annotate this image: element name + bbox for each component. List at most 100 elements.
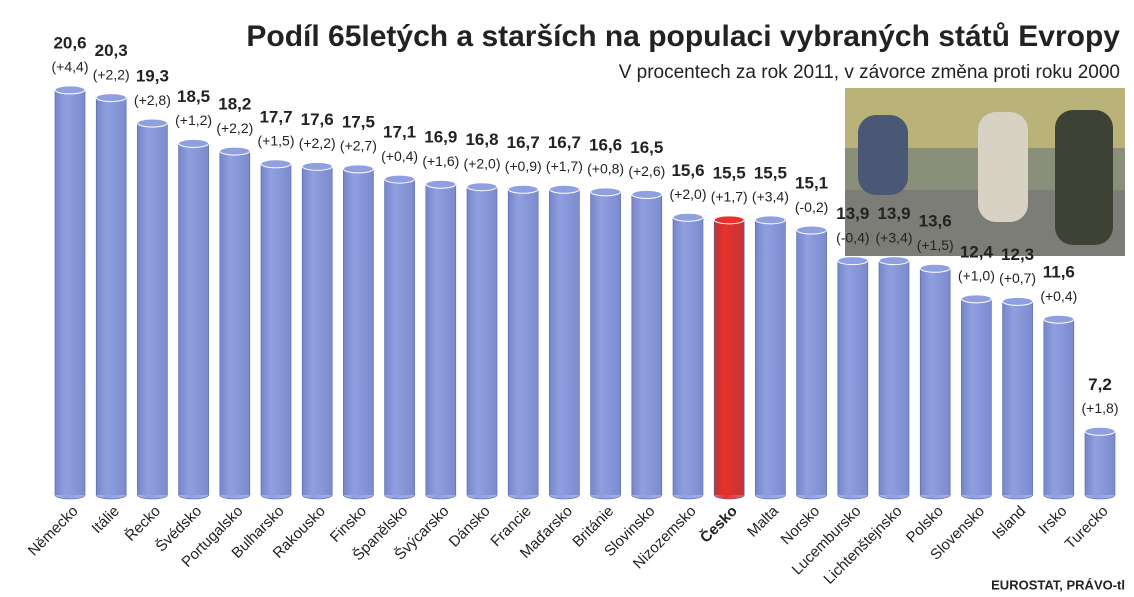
value-label: 13,6 bbox=[919, 212, 952, 231]
bar-cap bbox=[672, 212, 704, 222]
bar bbox=[260, 163, 292, 500]
bar-cap bbox=[95, 93, 127, 103]
bar bbox=[95, 97, 127, 500]
bar bbox=[219, 150, 251, 500]
value-label: 11,6 bbox=[1043, 263, 1075, 282]
value-label: 17,6 bbox=[301, 110, 334, 129]
photo-person bbox=[858, 115, 908, 195]
value-label: 17,7 bbox=[259, 107, 292, 126]
bar-cap bbox=[260, 159, 292, 169]
bar-cap bbox=[178, 138, 210, 148]
change-label: (-0,2) bbox=[795, 199, 828, 215]
change-label: (+4,4) bbox=[52, 59, 89, 75]
bar-cap bbox=[590, 187, 622, 197]
bar-cap bbox=[631, 189, 663, 199]
value-label: 17,1 bbox=[383, 123, 416, 142]
change-label: (+2,2) bbox=[216, 120, 253, 136]
bar bbox=[507, 188, 539, 500]
change-label: (+1,2) bbox=[175, 112, 212, 128]
value-label: 20,6 bbox=[53, 33, 86, 52]
change-label: (-0,4) bbox=[836, 229, 869, 245]
change-label: (+0,8) bbox=[587, 161, 624, 177]
change-label: (+2,2) bbox=[299, 135, 336, 151]
value-label: 17,5 bbox=[342, 112, 375, 131]
bar-cap bbox=[1002, 296, 1034, 306]
change-label: (+2,0) bbox=[670, 186, 707, 202]
bar-cap bbox=[219, 146, 251, 156]
change-label: (+1,8) bbox=[1082, 400, 1119, 416]
bar bbox=[301, 166, 333, 500]
bar-cap bbox=[878, 256, 910, 266]
bar bbox=[1002, 301, 1033, 500]
bar bbox=[631, 194, 663, 500]
bar-cap bbox=[466, 182, 498, 192]
value-label: 16,6 bbox=[589, 135, 622, 154]
bar bbox=[961, 298, 992, 500]
bar-cap bbox=[507, 184, 539, 194]
change-label: (+1,6) bbox=[422, 153, 459, 169]
change-label: (+2,0) bbox=[464, 155, 501, 171]
value-label: 15,5 bbox=[754, 163, 787, 182]
value-label: 15,1 bbox=[795, 174, 828, 193]
bar-cap bbox=[425, 179, 457, 189]
bar-cap bbox=[837, 256, 869, 266]
bar bbox=[878, 260, 910, 500]
value-label: 13,9 bbox=[836, 204, 869, 223]
bar bbox=[137, 122, 168, 500]
value-label: 16,8 bbox=[465, 130, 498, 149]
source: EUROSTAT, PRÁVO-tl bbox=[991, 577, 1125, 592]
change-label: (+0,7) bbox=[999, 270, 1036, 286]
bar-cap bbox=[754, 215, 786, 225]
change-label: (+1,7) bbox=[711, 189, 748, 205]
change-label: (+1,7) bbox=[546, 158, 583, 174]
bar bbox=[1084, 431, 1116, 500]
bar bbox=[1043, 318, 1075, 500]
bar bbox=[343, 168, 374, 500]
bar-cap bbox=[1084, 426, 1116, 436]
change-label: (+2,2) bbox=[93, 66, 130, 82]
bar-cap bbox=[136, 118, 168, 128]
value-label: 16,7 bbox=[507, 133, 540, 152]
value-label: 16,7 bbox=[548, 133, 581, 152]
bar bbox=[466, 186, 498, 500]
photo bbox=[845, 88, 1125, 256]
bar bbox=[919, 267, 951, 500]
value-label: 18,2 bbox=[218, 95, 251, 114]
bar-cap bbox=[301, 161, 333, 171]
change-label: (+1,0) bbox=[958, 268, 995, 284]
bar bbox=[755, 219, 786, 500]
value-label: 7,2 bbox=[1088, 375, 1112, 394]
bar-cap bbox=[1043, 314, 1075, 324]
bar-cap bbox=[960, 294, 992, 304]
bar-cap bbox=[796, 225, 828, 235]
change-label: (+1,5) bbox=[917, 237, 954, 253]
bar bbox=[549, 188, 580, 500]
bar-cap bbox=[54, 85, 86, 95]
photo-person bbox=[1055, 110, 1113, 245]
value-label: 15,5 bbox=[713, 163, 746, 182]
bar bbox=[590, 191, 621, 500]
photo-person bbox=[978, 112, 1028, 222]
bar bbox=[54, 89, 86, 500]
value-label: 13,9 bbox=[877, 204, 910, 223]
value-label: 15,6 bbox=[671, 161, 704, 180]
bar bbox=[837, 260, 869, 500]
value-label: 16,5 bbox=[630, 138, 663, 157]
bar bbox=[384, 178, 415, 500]
chart-subtitle: V procentech za rok 2011, v závorce změn… bbox=[619, 62, 1120, 83]
change-label: (+2,7) bbox=[340, 138, 377, 154]
bar bbox=[796, 229, 827, 500]
value-label: 12,3 bbox=[1001, 245, 1034, 264]
bar bbox=[178, 143, 209, 500]
bar-cap bbox=[713, 215, 745, 225]
bar bbox=[672, 217, 704, 500]
change-label: (+0,4) bbox=[381, 148, 418, 164]
change-label: (+1,5) bbox=[258, 133, 295, 149]
chart-title: Podíl 65letých a starších na populaci vy… bbox=[246, 20, 1120, 53]
bar bbox=[713, 219, 745, 500]
bar-cap bbox=[342, 164, 374, 174]
bar bbox=[425, 183, 457, 500]
change-label: (+3,4) bbox=[876, 229, 913, 245]
bar-cap bbox=[384, 174, 416, 184]
